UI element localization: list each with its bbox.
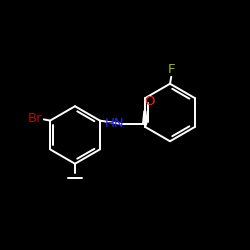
Text: Br: Br xyxy=(28,112,42,124)
Text: HN: HN xyxy=(105,117,125,130)
Text: F: F xyxy=(168,63,175,76)
Text: O: O xyxy=(144,95,155,108)
